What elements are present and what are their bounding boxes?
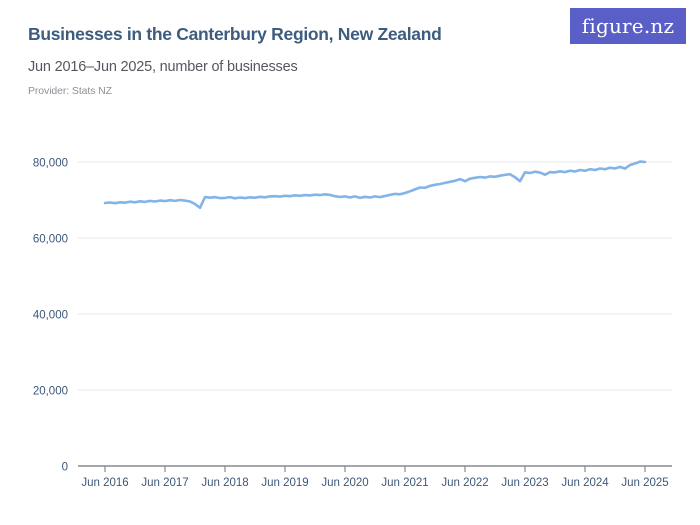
- x-axis-label: Jun 2018: [201, 477, 248, 489]
- x-axis-label: Jun 2019: [261, 477, 308, 489]
- x-axis-label: Jun 2024: [561, 477, 609, 489]
- y-axis-label: 0: [62, 462, 68, 474]
- x-axis-label: Jun 2021: [381, 477, 428, 489]
- x-axis-label: Jun 2023: [501, 477, 548, 489]
- x-axis-label: Jun 2025: [621, 477, 668, 489]
- x-axis-label: Jun 2020: [321, 477, 368, 489]
- y-axis-label: 20,000: [33, 386, 68, 398]
- provider-label: Provider: Stats NZ: [28, 85, 112, 97]
- page-subtitle: Jun 2016–Jun 2025, number of businesses: [28, 59, 298, 75]
- trend-line: [103, 160, 647, 210]
- figure-nz-logo[interactable]: figure.nz: [570, 8, 686, 44]
- figure-nz-logo-text: figure.nz: [581, 14, 675, 38]
- y-axis-label: 40,000: [33, 310, 68, 322]
- x-axis-label: Jun 2022: [441, 477, 488, 489]
- page-title: Businesses in the Canterbury Region, New…: [28, 24, 442, 44]
- x-axis-label: Jun 2017: [141, 477, 188, 489]
- y-axis-label: 60,000: [33, 234, 68, 246]
- y-axis-label: 80,000: [33, 158, 68, 170]
- x-axis-label: Jun 2016: [81, 477, 128, 489]
